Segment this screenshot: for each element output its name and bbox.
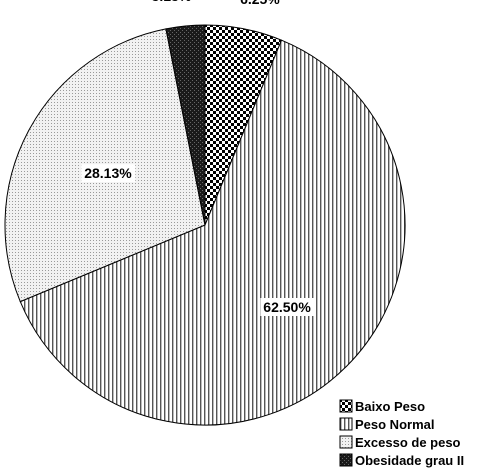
slice-label-excesso-de-peso: 28.13% xyxy=(84,165,132,181)
legend-swatch-peso-normal xyxy=(339,417,353,431)
legend-swatch-baixo-peso xyxy=(339,399,353,413)
slice-label-peso-normal: 62.50% xyxy=(263,299,311,315)
slice-label-obesidade-grau-ii: 3.13% xyxy=(152,0,192,4)
slice-label-baixo-peso: 6.25% xyxy=(240,0,280,7)
pie-slice-obesidade-grau-ii xyxy=(165,24,206,226)
legend-label-peso-normal: Peso Normal xyxy=(355,417,434,432)
legend-label-baixo-peso: Baixo Peso xyxy=(355,399,425,414)
pie-slice-peso-normal xyxy=(19,39,406,426)
slice-label-bg xyxy=(260,298,315,317)
legend: Baixo Peso Peso Normal Excesso de peso Obes… xyxy=(339,399,464,468)
legend-label-obesidade-grau-ii: Obesidade grau II xyxy=(355,453,464,468)
legend-swatch-excesso-de-peso xyxy=(339,435,353,449)
legend-swatch-obesidade-grau-ii xyxy=(339,453,353,467)
legend-label-excesso-de-peso: Excesso de peso xyxy=(355,435,461,450)
slice-label-bg xyxy=(81,164,136,183)
